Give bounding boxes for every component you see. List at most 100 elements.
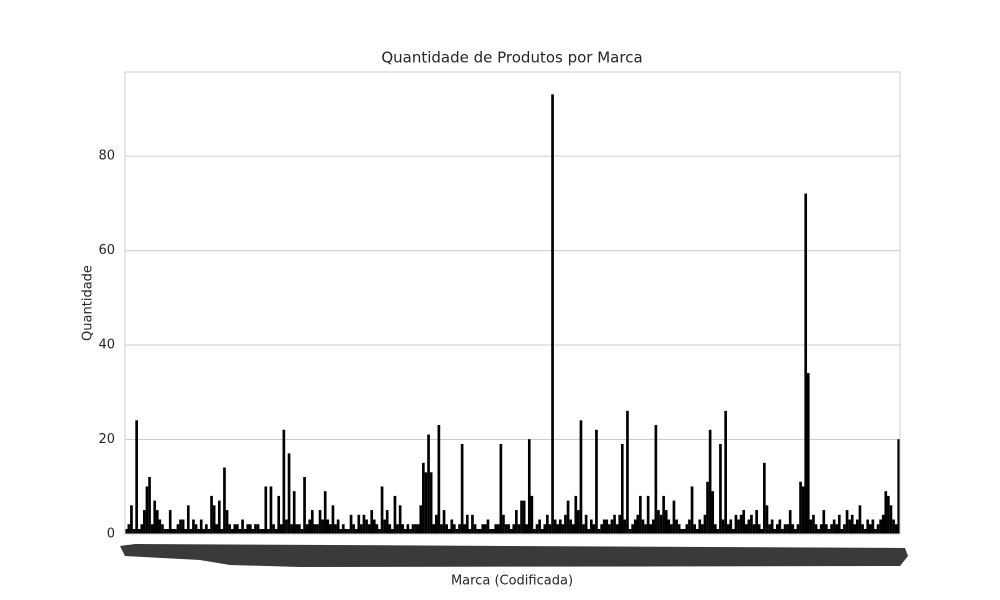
- bar: [445, 524, 448, 535]
- bar: [737, 519, 740, 535]
- bar: [897, 439, 901, 535]
- bar: [597, 528, 601, 535]
- bar: [496, 524, 500, 535]
- bar: [755, 510, 758, 535]
- bar: [476, 528, 479, 535]
- bar: [623, 519, 627, 535]
- bar: [786, 524, 789, 535]
- bar: [259, 528, 262, 535]
- bar: [158, 519, 162, 535]
- bar: [264, 486, 268, 535]
- bar: [137, 528, 141, 535]
- bar: [341, 524, 345, 535]
- bar: [876, 524, 880, 535]
- bar: [365, 519, 368, 535]
- bar: [791, 524, 795, 535]
- bar: [858, 505, 862, 535]
- bar: [690, 486, 694, 535]
- bar: [713, 524, 717, 535]
- bar: [592, 524, 596, 535]
- bar: [613, 514, 616, 535]
- bar: [478, 528, 482, 535]
- bar: [540, 528, 544, 535]
- bar: [380, 486, 384, 535]
- bar: [863, 528, 867, 535]
- bar: [670, 524, 673, 535]
- bar: [509, 528, 513, 535]
- bar: [861, 524, 864, 535]
- bar: [176, 524, 180, 535]
- bar: [850, 514, 854, 535]
- bar: [809, 519, 813, 535]
- bar: [801, 486, 805, 535]
- bar: [163, 528, 167, 535]
- bar: [664, 510, 668, 535]
- bar: [347, 528, 350, 535]
- bar: [140, 524, 144, 535]
- bar: [535, 524, 539, 535]
- bar: [217, 500, 221, 535]
- bar: [207, 528, 211, 535]
- bar: [437, 425, 441, 535]
- bar: [866, 519, 870, 535]
- bar: [608, 524, 611, 535]
- bar: [419, 505, 423, 535]
- bar: [267, 528, 270, 535]
- y-tick-label: 20: [98, 432, 115, 447]
- bar: [579, 420, 583, 535]
- bar: [582, 524, 585, 535]
- bar: [827, 528, 831, 535]
- bar: [538, 519, 541, 535]
- bar: [313, 524, 317, 535]
- bar: [879, 519, 882, 535]
- bar: [378, 528, 381, 535]
- bar: [680, 528, 684, 535]
- bar: [243, 528, 247, 535]
- bar: [354, 528, 358, 535]
- bar: [310, 510, 314, 535]
- bar: [269, 486, 273, 535]
- bar: [600, 524, 603, 535]
- bar: [892, 519, 895, 535]
- bar: [228, 524, 231, 535]
- bar: [130, 505, 133, 535]
- bar: [145, 486, 149, 535]
- bar: [556, 524, 560, 535]
- bar: [236, 524, 239, 535]
- bar: [463, 524, 467, 535]
- bar: [719, 443, 722, 535]
- bar: [551, 94, 554, 535]
- bar: [781, 528, 784, 535]
- plot-frame: [124, 71, 901, 535]
- bar: [489, 528, 492, 535]
- bar: [465, 514, 469, 535]
- bar: [633, 519, 637, 535]
- bar: [197, 528, 200, 535]
- bar: [225, 510, 229, 535]
- bar: [610, 519, 614, 535]
- bar: [553, 519, 557, 535]
- bar: [520, 500, 523, 535]
- bar: [484, 524, 487, 535]
- bar: [174, 528, 177, 535]
- bar: [662, 495, 665, 535]
- bar: [814, 524, 818, 535]
- bar: [298, 524, 301, 535]
- bar: [517, 524, 521, 535]
- bar: [429, 472, 433, 535]
- bar: [277, 495, 281, 535]
- bar: [760, 528, 764, 535]
- bar: [794, 528, 797, 535]
- bar: [491, 528, 495, 535]
- bar: [393, 495, 397, 535]
- bar: [672, 500, 676, 535]
- bar: [747, 519, 751, 535]
- chart-title: Quantidade de Produtos por Marca: [381, 49, 642, 67]
- bar: [695, 528, 699, 535]
- bar: [411, 524, 415, 535]
- bar: [153, 500, 157, 535]
- bar: [194, 524, 198, 535]
- bar: [357, 514, 361, 535]
- bar: [887, 495, 890, 535]
